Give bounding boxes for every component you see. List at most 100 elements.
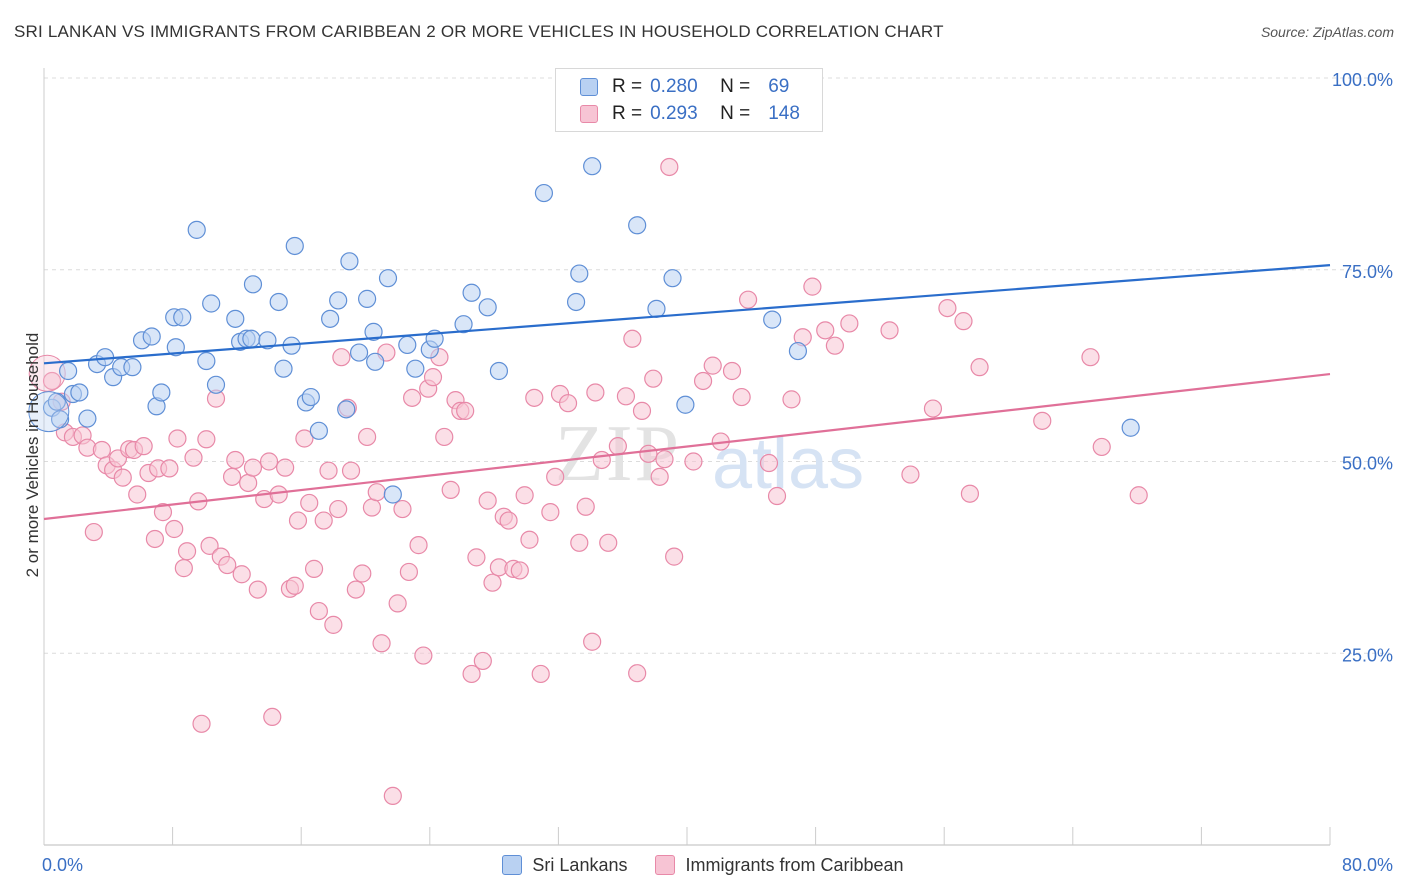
caribbean-trend-line xyxy=(43,372,1331,521)
caribbean-point xyxy=(192,714,211,733)
caribbean-point xyxy=(393,499,412,519)
caribbean-point xyxy=(639,444,658,463)
sri-lankan-point xyxy=(70,383,89,402)
caribbean-point xyxy=(558,394,578,413)
caribbean-point xyxy=(367,483,386,502)
watermark-atlas: atlas xyxy=(712,424,864,504)
legend-row-sri-lankans: R = 0.280 N = 69 xyxy=(580,74,789,100)
sri-lankan-point xyxy=(142,327,161,346)
sri-lankan-point xyxy=(583,157,602,176)
caribbean-point xyxy=(483,573,502,592)
caribbean-point xyxy=(239,473,258,493)
caribbean-point xyxy=(655,450,674,469)
caribbean-point xyxy=(531,664,550,684)
legend-r-value: 0.293 xyxy=(650,103,698,124)
caribbean-point xyxy=(954,312,973,331)
caribbean-point xyxy=(525,388,544,407)
caribbean-point xyxy=(782,390,801,409)
legend-swatch-pink xyxy=(580,105,598,123)
y-tick-label: 100.0% xyxy=(1332,70,1393,90)
sri-lankan-point xyxy=(364,322,383,341)
caribbean-point xyxy=(435,427,454,447)
caribbean-point xyxy=(113,468,132,487)
sri-lankan-point xyxy=(202,294,221,313)
legend-row-caribbean: R = 0.293 N = 148 xyxy=(580,101,800,127)
sri-lankan-point xyxy=(570,264,589,283)
caribbean-point xyxy=(1129,486,1148,505)
y-tick-label: 25.0% xyxy=(1342,645,1393,665)
sri-lankan-point xyxy=(187,220,206,239)
legend-label: Sri Lankans xyxy=(532,854,628,875)
caribbean-point xyxy=(499,511,518,530)
caribbean-point xyxy=(632,401,652,420)
legend-n-value: 69 xyxy=(768,76,790,97)
legend-n-value: 148 xyxy=(768,103,800,124)
x-tick-label: 0.0% xyxy=(42,855,83,875)
y-tick-label: 50.0% xyxy=(1342,454,1393,474)
caribbean-point xyxy=(276,458,295,477)
caribbean-point xyxy=(628,664,647,683)
caribbean-point xyxy=(825,336,844,355)
caribbean-point xyxy=(319,461,338,480)
caribbean-point xyxy=(358,427,377,447)
caribbean-point xyxy=(665,547,684,566)
caribbean-point xyxy=(168,429,187,448)
caribbean-point xyxy=(263,707,282,727)
sri-lankan-point xyxy=(285,236,304,256)
legend-item-sri-lankans[interactable]: Sri Lankans xyxy=(502,855,627,876)
sri-lankan-point xyxy=(269,292,288,312)
caribbean-point xyxy=(970,358,989,377)
sri-lankan-point xyxy=(329,291,348,310)
caribbean-point xyxy=(738,290,758,309)
caribbean-point xyxy=(923,399,943,418)
caribbean-point xyxy=(153,503,173,522)
legend-r-value: 0.280 xyxy=(650,76,698,97)
caribbean-point xyxy=(684,452,703,471)
caribbean-point xyxy=(84,522,103,542)
sri-lankan-point xyxy=(647,299,666,318)
chart-title: SRI LANKAN VS IMMIGRANTS FROM CARIBBEAN … xyxy=(14,22,944,41)
sri-lankan-point xyxy=(337,400,356,419)
caribbean-point xyxy=(222,467,242,486)
caribbean-point xyxy=(200,536,219,555)
sri-lankan-point xyxy=(340,252,359,271)
sri-lankan-point xyxy=(321,309,340,328)
caribbean-point xyxy=(288,511,308,530)
caribbean-point xyxy=(243,458,263,477)
caribbean-point xyxy=(329,499,348,519)
sri-lankan-point xyxy=(59,361,78,381)
caribbean-point xyxy=(880,321,899,340)
caribbean-point xyxy=(403,388,422,407)
sri-lankan-point xyxy=(566,292,586,312)
caribbean-point xyxy=(134,437,153,456)
legend-item-caribbean[interactable]: Immigrants from Caribbean xyxy=(655,855,904,876)
sri-lankan-trend-line xyxy=(43,264,1331,365)
caribbean-point xyxy=(409,536,428,555)
caribbean-point xyxy=(304,559,324,578)
caribbean-point xyxy=(732,387,751,407)
source-label: Source: ZipAtlas.com xyxy=(1260,24,1394,40)
caribbean-point xyxy=(644,369,663,388)
caribbean-point xyxy=(423,368,443,387)
legend-swatch-blue xyxy=(502,855,523,875)
sri-lankan-point xyxy=(243,275,263,294)
caribbean-point xyxy=(383,786,402,806)
sri-lankan-point xyxy=(788,341,808,361)
y-axis-label: 2 or more Vehicles in Household xyxy=(23,333,42,578)
caribbean-point xyxy=(165,519,184,539)
caribbean-point xyxy=(232,565,251,584)
caribbean-point xyxy=(456,401,475,420)
caribbean-point xyxy=(145,529,165,549)
sri-lankan-point xyxy=(309,421,328,440)
caribbean-point xyxy=(623,329,642,348)
trend-lines xyxy=(43,264,1331,521)
caribbean-point xyxy=(353,564,372,583)
sri-lankan-point xyxy=(349,343,369,362)
sri-lankan-point xyxy=(301,387,320,407)
sri-lankan-point xyxy=(206,375,226,394)
caribbean-point xyxy=(226,450,245,470)
caribbean-point xyxy=(218,555,237,575)
caribbean-point xyxy=(608,437,627,456)
legend-swatch-pink xyxy=(655,855,676,875)
